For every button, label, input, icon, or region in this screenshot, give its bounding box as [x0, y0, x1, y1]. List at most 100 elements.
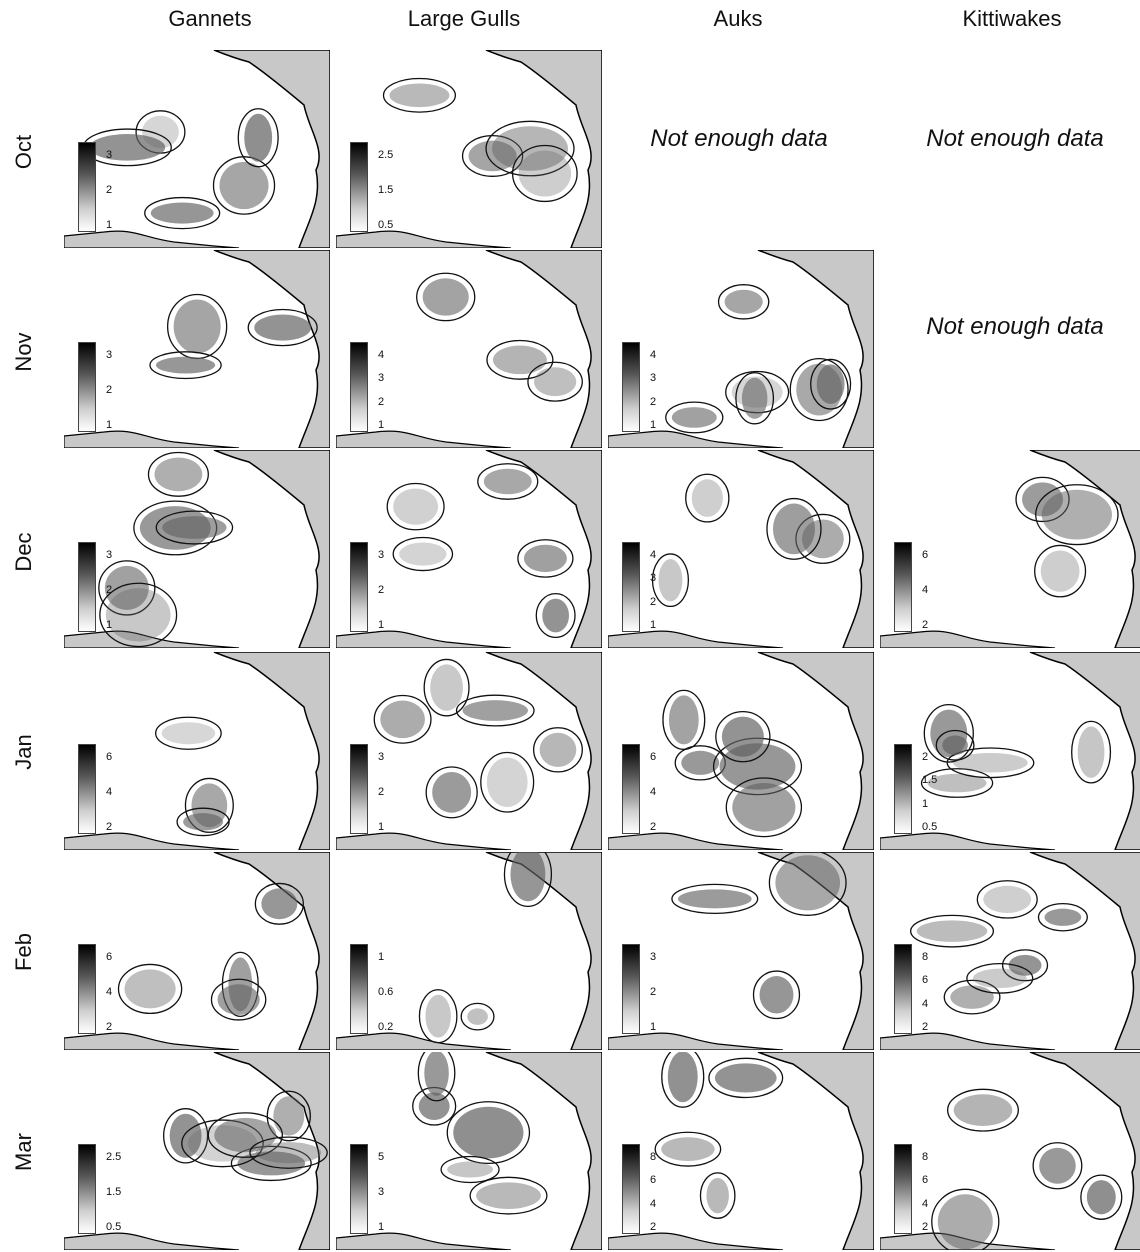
- color-scale-legend: 2.5 1.5 0.5: [78, 1144, 138, 1236]
- color-scale-bar: [622, 542, 640, 632]
- color-scale-bar: [350, 944, 368, 1034]
- density-patch: [492, 345, 547, 375]
- density-contour: [147, 451, 209, 497]
- density-patch: [447, 1161, 494, 1178]
- map-svg: [64, 450, 330, 648]
- density-contour: [923, 703, 974, 763]
- land-mass: [213, 1052, 330, 1250]
- color-scale-tick: 3: [650, 572, 657, 585]
- row-label-text: Feb: [11, 933, 36, 971]
- color-scale-legend: 3 2 1: [350, 744, 410, 836]
- color-scale-tick: 3: [378, 1186, 385, 1198]
- map-svg: [64, 250, 330, 448]
- color-scale-bar: [622, 342, 640, 432]
- density-contour: [485, 120, 575, 177]
- density-patch: [214, 1117, 277, 1153]
- map-panel-kittiwakes-feb: 8 6 4 2: [880, 852, 1140, 1050]
- density-contour: [715, 710, 771, 763]
- no-data-kittiwakes-nov: Not enough data: [926, 313, 1104, 340]
- color-scale-tick: 3: [378, 751, 385, 763]
- south-coast: [336, 630, 512, 648]
- density-patch: [1044, 908, 1082, 926]
- density-contour: [768, 852, 847, 916]
- map-svg: [64, 50, 330, 248]
- color-scale-bar: [350, 542, 368, 632]
- map-svg: [608, 450, 874, 648]
- color-scale-legend: 8 6 4 2: [894, 1144, 954, 1236]
- density-patch: [453, 1106, 524, 1159]
- density-contour: [486, 339, 554, 380]
- land-mass: [213, 450, 330, 648]
- color-scale-tick: 1: [378, 619, 385, 631]
- map-panel-gulls-dec: 3 2 1: [336, 450, 602, 648]
- density-patch: [486, 757, 528, 808]
- density-contour: [935, 729, 975, 761]
- map-svg: [336, 1052, 602, 1250]
- color-scale-tick: 1: [378, 419, 385, 431]
- no-data-auks-oct: Not enough data: [650, 125, 828, 152]
- density-contour: [184, 777, 234, 833]
- density-patch: [261, 888, 298, 920]
- density-patch: [741, 377, 768, 419]
- density-patch: [667, 1052, 698, 1103]
- density-contour: [418, 989, 458, 1044]
- color-scale-tick: 2: [922, 1221, 929, 1233]
- density-contour: [237, 108, 279, 168]
- density-patch: [510, 852, 546, 902]
- south-coast: [608, 1232, 784, 1250]
- density-patch: [255, 1142, 322, 1164]
- column-header-large-gulls: Large Gulls: [407, 6, 521, 31]
- land-mass: [757, 250, 874, 448]
- density-contour: [212, 156, 276, 215]
- density-patch: [972, 968, 1027, 989]
- density-contour: [392, 536, 454, 572]
- color-scale-tick: 4: [922, 584, 929, 596]
- map-panel-gannets-feb: 6 4 2: [64, 852, 330, 1050]
- land-mass: [213, 250, 330, 448]
- density-contour: [455, 694, 535, 727]
- density-contour: [149, 351, 222, 380]
- map-panel-kittiwakes-jan: 2 1.5 1 0.5: [880, 652, 1140, 850]
- color-scale-legend: 6 4 2: [894, 542, 954, 634]
- map-svg: [880, 652, 1140, 850]
- south-coast: [64, 430, 240, 448]
- density-patch: [691, 479, 723, 517]
- density-contour: [155, 716, 222, 750]
- color-scale-tick: 4: [922, 1197, 929, 1210]
- density-patch: [483, 468, 532, 495]
- color-scale-tick: 2: [378, 786, 385, 798]
- color-scale-tick: 3: [650, 372, 657, 385]
- land-mass: [213, 852, 330, 1050]
- color-scale-tick: 8: [922, 951, 929, 963]
- south-coast: [608, 430, 784, 448]
- map-svg: [608, 250, 874, 448]
- density-contour: [207, 1112, 283, 1158]
- color-scale-tick: 5: [378, 1151, 385, 1163]
- row-label-text: Jan: [11, 734, 36, 770]
- color-scale-tick: 4: [922, 997, 929, 1010]
- density-patch: [983, 885, 1032, 913]
- color-scale-tick: 6: [106, 951, 113, 963]
- color-scale-tick: 2: [106, 584, 113, 596]
- color-scale-legend: 2.5 1.5 0.5: [350, 142, 410, 234]
- land-mass: [1029, 450, 1140, 648]
- south-coast: [608, 1032, 784, 1050]
- color-scale-tick: 1: [650, 419, 657, 431]
- color-scale-tick: 1: [378, 951, 385, 963]
- density-contour: [461, 134, 524, 177]
- color-scale-tick: 1: [922, 797, 929, 810]
- row-label-text: Oct: [11, 134, 36, 170]
- density-contour: [946, 747, 1035, 779]
- color-scale-tick: 1.5: [106, 1186, 122, 1198]
- density-patch: [468, 140, 517, 172]
- density-contour: [1001, 949, 1049, 982]
- row-label-dec: Dec: [4, 452, 44, 652]
- map-panel-auks-jan: 6 4 2: [608, 652, 874, 850]
- color-scale-bar: [78, 744, 96, 834]
- color-scale-legend: 1 0.6 0.2: [350, 944, 410, 1036]
- density-patch: [953, 1094, 1013, 1126]
- land-mass: [1029, 1052, 1140, 1250]
- density-patch: [273, 1096, 305, 1136]
- color-scale-tick: 2: [106, 384, 113, 396]
- density-contour: [931, 1188, 1000, 1250]
